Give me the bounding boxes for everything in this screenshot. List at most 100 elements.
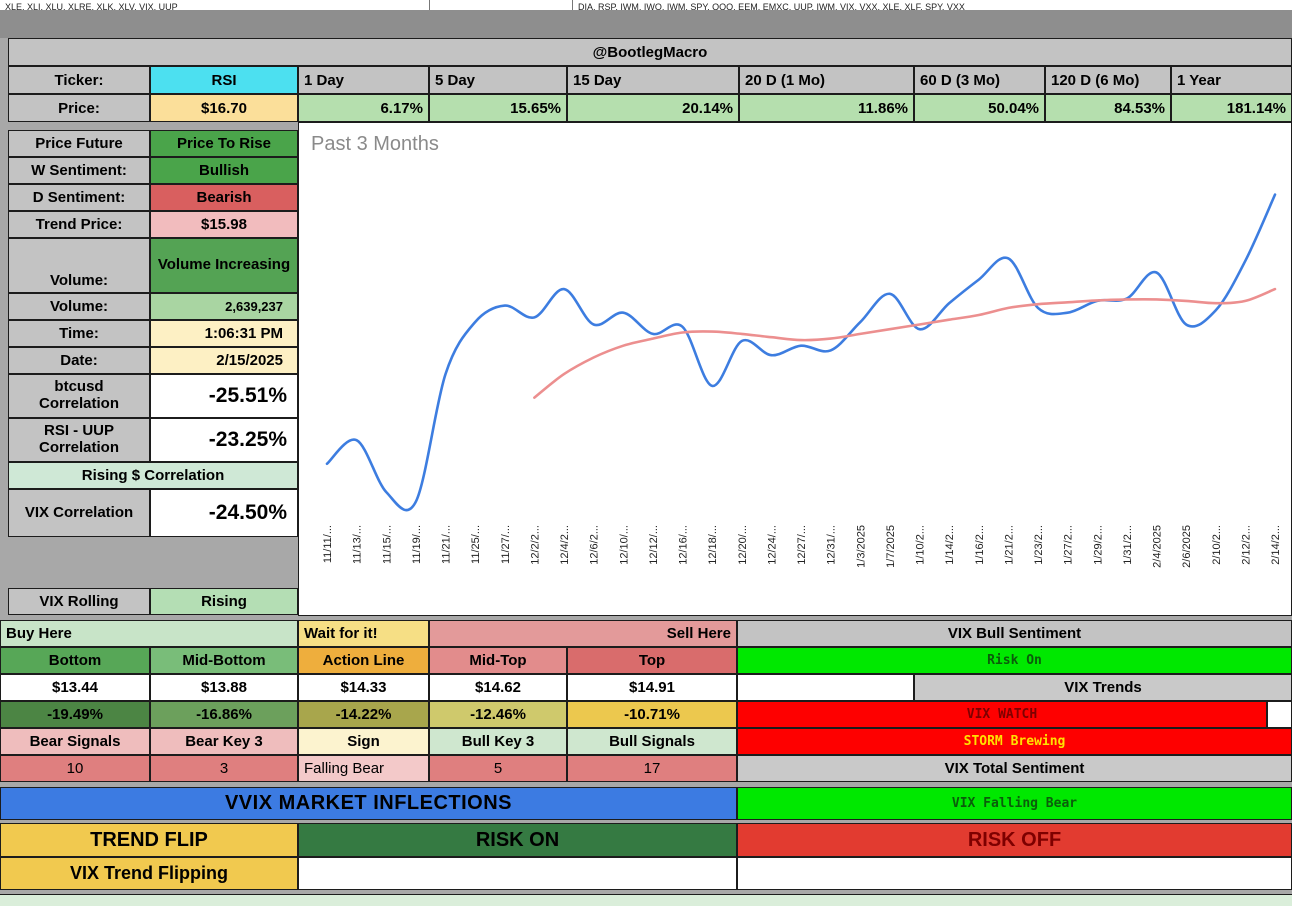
vix-correlation-label: VIX Correlation <box>8 489 150 537</box>
perf-value-60d: 50.04% <box>914 94 1045 122</box>
time-value: 1:06:31 PM <box>150 320 298 347</box>
svg-text:12/10/...: 12/10/... <box>618 525 630 565</box>
svg-text:1/29/2...: 1/29/2... <box>1092 525 1104 565</box>
btcusd-correlation-label: btcusd Correlation <box>8 374 150 418</box>
level-header-bottom: Bottom <box>0 647 150 674</box>
bull-key3-value: 5 <box>429 755 567 782</box>
level-percent-mid-bottom: -16.86% <box>150 701 298 728</box>
vix-falling-state: VIX Falling Bear <box>737 787 1292 820</box>
sign-value: Falling Bear <box>298 755 429 782</box>
svg-text:1/31/2...: 1/31/2... <box>1122 525 1134 565</box>
level-header-top: Top <box>567 647 737 674</box>
level-price-bottom: $13.44 <box>0 674 150 701</box>
wait-for-it-zone: Wait for it! <box>298 620 429 647</box>
ticker-value[interactable]: RSI <box>150 66 298 94</box>
chart-title: Past 3 Months <box>311 133 439 155</box>
svg-text:12/16/...: 12/16/... <box>678 525 690 565</box>
risk-off-banner: RISK OFF <box>737 823 1292 857</box>
vix-correlation-value: -24.50% <box>150 489 298 537</box>
chart-plot-area: 11/11/... 11/13/... 11/15/... 11/19/... 11/2… <box>299 123 1291 620</box>
svg-text:1/23/2...: 1/23/2... <box>1033 525 1045 565</box>
trend-price-value: $15.98 <box>150 211 298 238</box>
bull-signals-value: 17 <box>567 755 737 782</box>
price-future-label: Price Future <box>8 130 150 157</box>
btcusd-correlation-value: -25.51% <box>150 374 298 418</box>
bull-key3-header: Bull Key 3 <box>429 728 567 755</box>
vix-total-sentiment-header: VIX Total Sentiment <box>737 755 1292 782</box>
sell-here-zone: Sell Here <box>429 620 737 647</box>
perf-value-1day: 6.17% <box>298 94 429 122</box>
level-header-action-line: Action Line <box>298 647 429 674</box>
svg-text:12/4/2...: 12/4/2... <box>559 525 571 565</box>
level-percent-mid-top: -12.46% <box>429 701 567 728</box>
rsi-uup-correlation-label: RSI - UUP Correlation <box>8 418 150 462</box>
svg-text:1/14/2...: 1/14/2... <box>944 525 956 565</box>
price-label: Price: <box>8 94 150 122</box>
svg-text:12/27/...: 12/27/... <box>796 525 808 565</box>
window-gap <box>0 10 1292 38</box>
vix-risk-state: Risk On <box>737 647 1292 674</box>
svg-text:12/24/...: 12/24/... <box>766 525 778 565</box>
ticker-strip-right: DIA, RSP, IWM, IWO, IWM, SPY, QQQ, EEM, … <box>573 0 1292 10</box>
trend-flip-banner: TREND FLIP <box>0 823 298 857</box>
date-value: 2/15/2025 <box>150 347 298 374</box>
level-price-mid-bottom: $13.88 <box>150 674 298 701</box>
level-price-top: $14.91 <box>567 674 737 701</box>
volume-state-value: Volume Increasing <box>150 238 298 293</box>
volume-value: 2,639,237 <box>150 293 298 320</box>
level-price-action-line: $14.33 <box>298 674 429 701</box>
svg-text:2/4/2025: 2/4/2025 <box>1152 525 1164 568</box>
perf-header-15day: 15 Day <box>567 66 739 94</box>
level-price-mid-top: $14.62 <box>429 674 567 701</box>
volume-label: Volume: <box>8 293 150 320</box>
perf-header-1year: 1 Year <box>1171 66 1292 94</box>
risk-on-banner: RISK ON <box>298 823 737 857</box>
w-sentiment-value: Bullish <box>150 157 298 184</box>
level-header-mid-top: Mid-Top <box>429 647 567 674</box>
level-percent-bottom: -19.49% <box>0 701 150 728</box>
bottom-strip <box>0 894 1292 906</box>
trend-price-label: Trend Price: <box>8 211 150 238</box>
svg-text:11/27/...: 11/27/... <box>500 525 512 564</box>
svg-text:1/21/2...: 1/21/2... <box>1003 525 1015 565</box>
vix-watch-banner: VIX WATCH <box>737 701 1267 728</box>
level-percent-action-line: -14.22% <box>298 701 429 728</box>
d-sentiment-label: D Sentiment: <box>8 184 150 211</box>
buy-here-zone: Buy Here <box>0 620 298 647</box>
svg-text:11/21/...: 11/21/... <box>441 525 453 564</box>
vix-trends-spacer <box>737 674 914 701</box>
perf-value-15day: 20.14% <box>567 94 739 122</box>
bull-signals-header: Bull Signals <box>567 728 737 755</box>
bear-key3-value: 3 <box>150 755 298 782</box>
svg-text:12/18/...: 12/18/... <box>707 525 719 565</box>
level-percent-top: -10.71% <box>567 701 737 728</box>
bear-signals-value: 10 <box>0 755 150 782</box>
svg-text:2/6/2025: 2/6/2025 <box>1181 525 1193 568</box>
storm-brewing-banner: STORM Brewing <box>737 728 1292 755</box>
vix-rolling-label: VIX Rolling <box>8 588 150 615</box>
page-title: @BootlegMacro <box>8 38 1292 66</box>
svg-text:1/7/2025: 1/7/2025 <box>885 525 897 568</box>
sign-header: Sign <box>298 728 429 755</box>
svg-text:1/10/2...: 1/10/2... <box>915 525 927 565</box>
trend-flip-spacer-mid <box>298 857 737 890</box>
perf-value-120d: 84.53% <box>1045 94 1171 122</box>
price-chart: Past 3 Months 11/11/... 11/13/... 11/15/..… <box>298 122 1292 616</box>
ticker-label: Ticker: <box>8 66 150 94</box>
perf-header-20d: 20 D (1 Mo) <box>739 66 914 94</box>
volume-state-label: Volume: <box>8 238 150 293</box>
perf-value-20d: 11.86% <box>739 94 914 122</box>
perf-header-5day: 5 Day <box>429 66 567 94</box>
level-header-mid-bottom: Mid-Bottom <box>150 647 298 674</box>
rising-correlation-banner: Rising $ Correlation <box>8 462 298 489</box>
vix-watch-spacer <box>1267 701 1292 728</box>
vvix-market-inflections-banner: VVIX MARKET INFLECTIONS <box>0 787 737 820</box>
svg-text:11/13/...: 11/13/... <box>352 525 364 564</box>
svg-text:1/3/2025: 1/3/2025 <box>855 525 867 568</box>
perf-value-5day: 15.65% <box>429 94 567 122</box>
svg-text:11/15/...: 11/15/... <box>381 525 393 564</box>
svg-text:1/27/2...: 1/27/2... <box>1063 525 1075 565</box>
svg-text:12/6/2...: 12/6/2... <box>589 525 601 565</box>
vix-bull-sentiment-header: VIX Bull Sentiment <box>737 620 1292 647</box>
